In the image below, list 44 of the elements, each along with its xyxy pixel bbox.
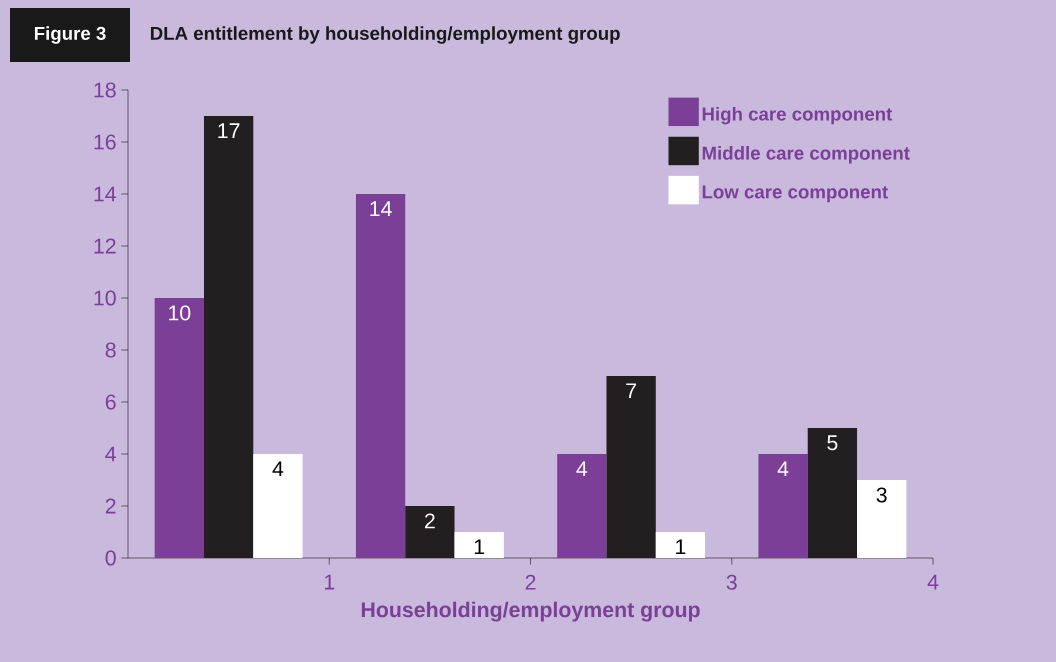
legend-label: Low care component: [702, 185, 888, 203]
x-axis-title: Householding/employment group: [361, 601, 700, 622]
chart-title: DLA entitlement by householding/employment group: [150, 26, 620, 44]
data-label: 4: [272, 461, 284, 477]
data-label: 5: [827, 435, 838, 451]
y-tick-label: 10: [94, 290, 116, 306]
bar: [606, 376, 656, 558]
data-label: 17: [218, 123, 240, 139]
bar: [758, 454, 808, 558]
caption: Figure 3: [34, 26, 106, 44]
bar: [655, 532, 706, 558]
y-tick-label: 6: [105, 394, 116, 410]
bar: [857, 480, 907, 558]
y-tick-label: 18: [94, 82, 116, 98]
bar: [154, 298, 204, 558]
y-tick-label: 16: [94, 134, 116, 150]
legend-label: High care component: [702, 106, 893, 125]
data-label: 1: [474, 539, 485, 555]
bar: [355, 194, 406, 558]
data-label: 3: [876, 487, 887, 503]
y-tick-label: 0: [105, 550, 116, 566]
data-label: 4: [777, 461, 789, 477]
y-tick-label: 8: [105, 342, 116, 358]
bar: [405, 506, 455, 558]
x-tick-label: 2: [525, 574, 536, 590]
bar: [454, 532, 504, 558]
y-tick-label: 4: [105, 446, 116, 462]
y-tick-label: 14: [94, 186, 116, 202]
y-tick-label: 2: [105, 498, 116, 514]
bar: [807, 428, 858, 558]
bar: [557, 454, 607, 558]
bar: [253, 454, 303, 558]
data-label: 7: [626, 383, 636, 399]
x-tick-label: 1: [324, 574, 335, 590]
x-tick-label: 3: [726, 574, 737, 590]
x-tick-label: 4: [927, 574, 939, 590]
data-label: 1: [676, 539, 686, 555]
data-label: 4: [576, 461, 588, 477]
y-tick-label: 12: [94, 238, 116, 254]
bar: [203, 116, 254, 558]
legend-label: Middle care component: [702, 146, 910, 164]
data-label: 2: [425, 513, 435, 529]
data-label: 10: [169, 305, 191, 321]
data-label: 14: [370, 201, 392, 217]
